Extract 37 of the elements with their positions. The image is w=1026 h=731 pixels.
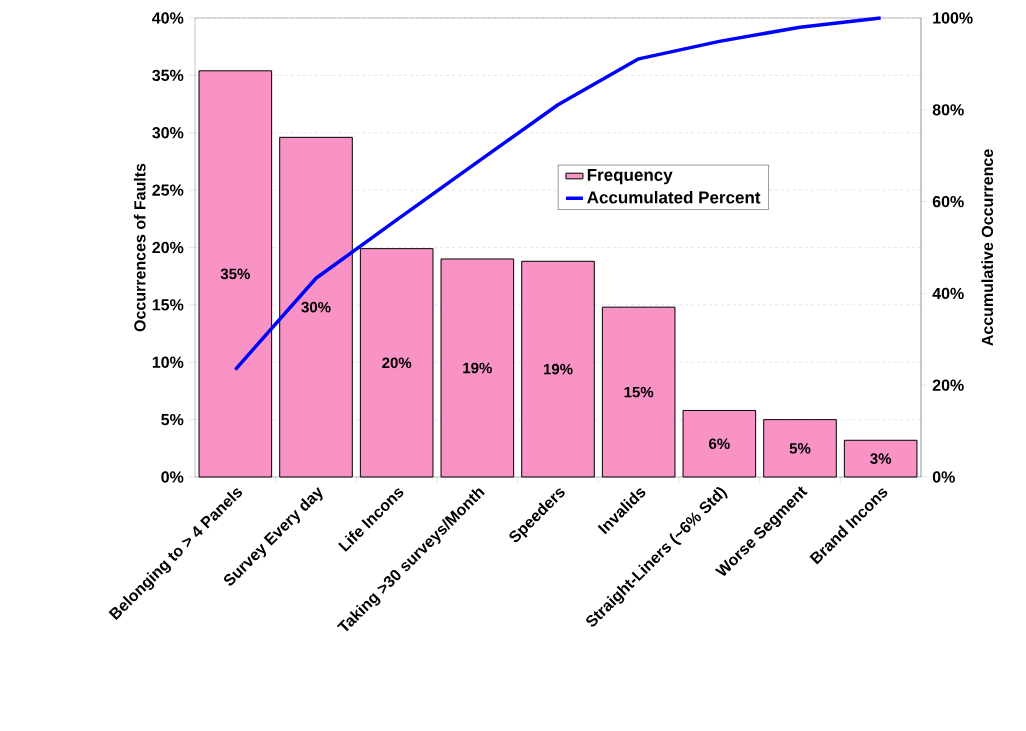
data-label: 15% <box>624 386 654 398</box>
y-tick-label: 40% <box>152 12 184 24</box>
bar <box>682 409 757 478</box>
data-label: 35% <box>220 268 250 280</box>
y2-tick-label: 100% <box>933 12 973 24</box>
y-tick-label: 0% <box>161 471 184 483</box>
data-label: 30% <box>301 301 331 313</box>
y-tick-label: 20% <box>152 241 184 254</box>
y-tick-label: 30% <box>152 127 184 139</box>
data-label: 20% <box>382 357 412 369</box>
y2-tick-label: 60% <box>932 195 964 208</box>
bar <box>843 439 918 478</box>
legend-label: Frequency <box>587 169 673 185</box>
y-axis-title: Occurrences of Faults <box>133 163 146 332</box>
legend-label: Accumulated Percent <box>587 191 761 204</box>
bar <box>763 419 837 478</box>
data-label: 3% <box>870 453 892 464</box>
bar <box>198 70 273 478</box>
data-label: 19% <box>463 362 492 374</box>
data-label: 5% <box>789 443 811 454</box>
y-tick-label: 5% <box>161 413 184 426</box>
y-tick-label: 15% <box>152 299 184 311</box>
y-tick-label: 25% <box>152 184 184 196</box>
bar <box>521 260 595 478</box>
y-tick-label: 35% <box>152 69 184 82</box>
bar <box>359 248 434 478</box>
y2-tick-label: 80% <box>932 104 964 116</box>
bar <box>279 136 353 478</box>
y2-tick-label: 0% <box>932 471 955 483</box>
y-tick-label: 10% <box>152 356 184 368</box>
data-label: 19% <box>543 363 573 375</box>
y2-tick-label: 40% <box>932 287 964 300</box>
y2-tick-label: 20% <box>932 379 964 391</box>
bar <box>440 258 515 478</box>
bar <box>601 306 676 478</box>
y2-axis-title: Accumulative Occurrence <box>981 149 994 346</box>
data-label: 6% <box>709 438 730 450</box>
